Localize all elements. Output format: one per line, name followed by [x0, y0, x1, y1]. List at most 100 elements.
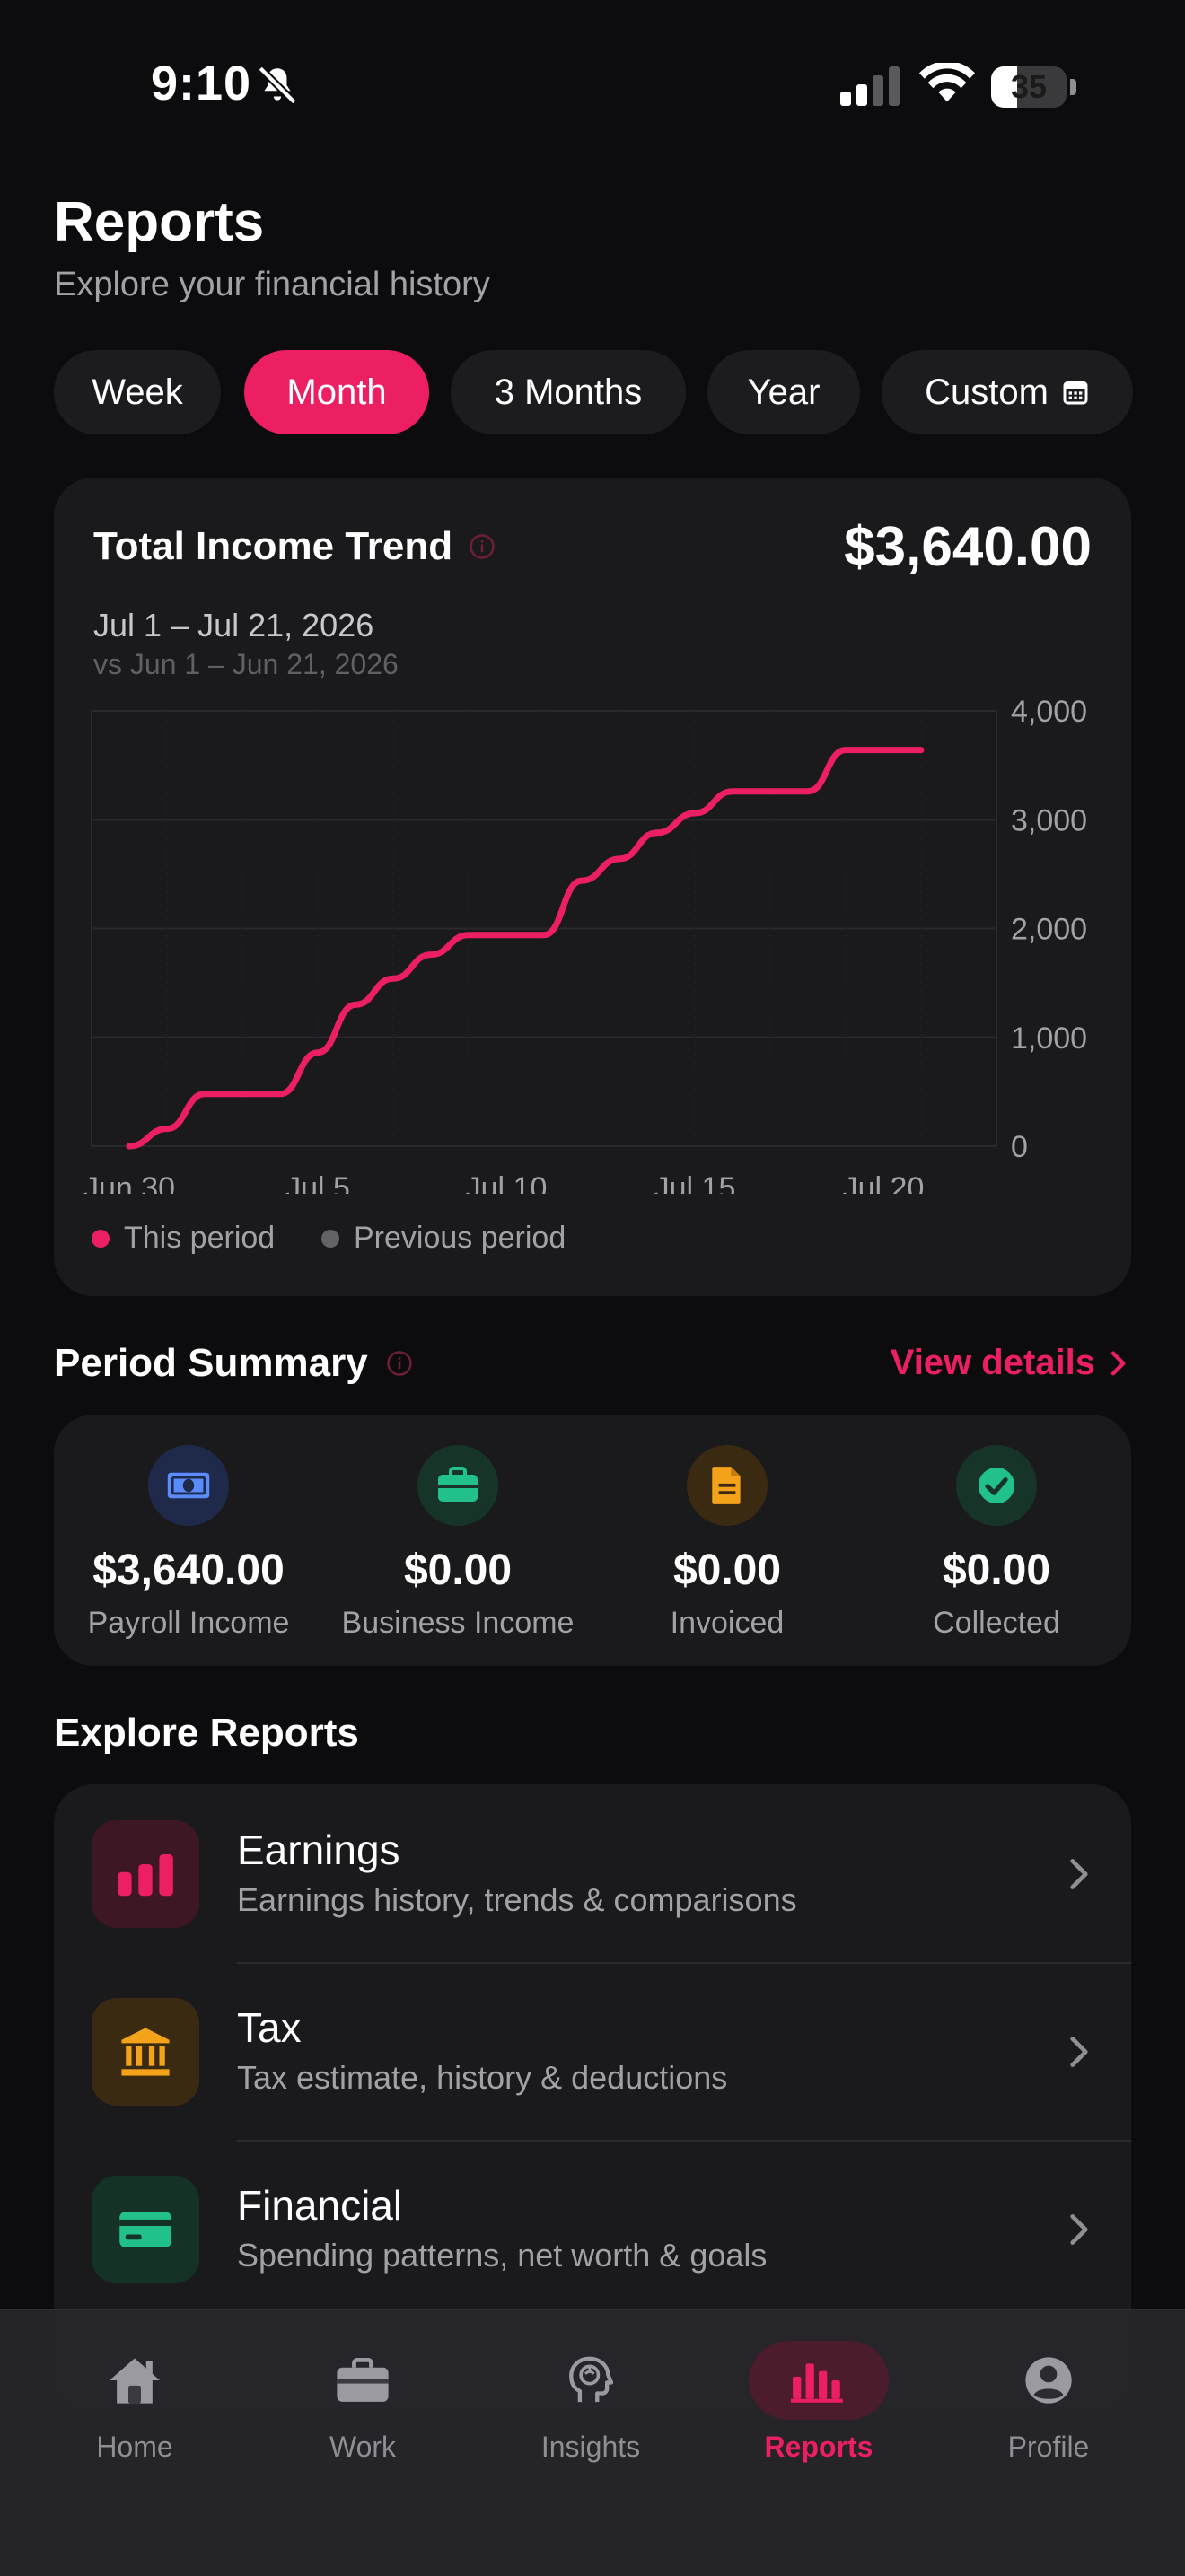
- check-circle-icon: [956, 1445, 1037, 1526]
- summary-label: Invoiced: [670, 1606, 785, 1640]
- page-subtitle: Explore your financial history: [54, 266, 490, 303]
- nav-label: Home: [96, 2431, 173, 2463]
- x-tick-label: Jul 20: [843, 1171, 925, 1194]
- profile-icon: [1025, 2357, 1072, 2404]
- x-tick-label: Jun 30: [83, 1171, 175, 1194]
- x-tick-label: Jul 15: [654, 1171, 736, 1194]
- tab-year[interactable]: Year: [707, 350, 860, 434]
- chevron-right-icon: [1070, 1859, 1088, 1889]
- bank-icon: [92, 1998, 199, 2106]
- summary-label: Business Income: [341, 1606, 575, 1640]
- info-icon[interactable]: [386, 1350, 413, 1377]
- report-description: Earnings history, trends & comparisons: [237, 1881, 797, 1918]
- summary-label: Collected: [933, 1606, 1060, 1640]
- x-tick-label: Jul 10: [466, 1171, 548, 1194]
- period-summary-title: Period Summary: [54, 1341, 413, 1386]
- summary-value: $0.00: [672, 1546, 782, 1594]
- trend-compare-range: vs Jun 1 – Jun 21, 2026: [93, 648, 399, 680]
- trend-title: Total Income Trend: [93, 524, 496, 569]
- report-earnings[interactable]: Earnings Earnings history, trends & comp…: [54, 1786, 1131, 1964]
- y-tick-label: 1,000: [1011, 1021, 1087, 1056]
- period-summary-card: [54, 1415, 1131, 1666]
- view-details-label: View details: [890, 1343, 1095, 1382]
- bottom-navigation: [0, 2309, 1185, 2576]
- nav-label: Work: [329, 2431, 397, 2463]
- card-icon: [92, 2176, 199, 2283]
- nav-profile[interactable]: Profile: [950, 2341, 1147, 2464]
- nav-reports[interactable]: Reports: [720, 2341, 917, 2464]
- summary-payroll-income[interactable]: $3,640.00 Payroll Income: [54, 1445, 323, 1641]
- summary-invoiced[interactable]: $0.00 Invoiced: [592, 1445, 862, 1641]
- battery-level: 35: [1010, 68, 1048, 105]
- y-tick-label: 0: [1011, 1130, 1028, 1164]
- summary-business-income[interactable]: $0.00 Business Income: [323, 1445, 592, 1641]
- summary-value: $0.00: [942, 1546, 1051, 1594]
- series-line-this-period: [126, 747, 925, 1150]
- row-divider: [237, 2140, 1131, 2142]
- info-icon[interactable]: [469, 533, 496, 560]
- nav-label: Insights: [540, 2431, 641, 2463]
- report-title: Earnings: [237, 1827, 400, 1873]
- summary-label: Payroll Income: [87, 1606, 290, 1640]
- chevron-right-icon: [1110, 1351, 1126, 1375]
- tab-label: Month: [286, 372, 387, 412]
- nav-home[interactable]: Home: [36, 2341, 233, 2464]
- y-tick-label: 3,000: [1011, 803, 1087, 837]
- report-financial[interactable]: Financial Spending patterns, net worth &…: [54, 2142, 1131, 2319]
- nav-insights[interactable]: Insights: [492, 2341, 689, 2464]
- page-title: Reports: [54, 191, 265, 253]
- report-title: Financial: [237, 2182, 403, 2229]
- summary-value: $0.00: [403, 1546, 513, 1594]
- summary-value: $3,640.00: [92, 1546, 285, 1594]
- y-tick-label: 2,000: [1011, 913, 1087, 947]
- row-divider: [237, 1962, 1131, 1964]
- tab-week[interactable]: Week: [54, 350, 221, 434]
- bar-chart-icon: [791, 2363, 843, 2403]
- legend-label: This period: [124, 1221, 276, 1255]
- wifi-icon: [919, 63, 975, 102]
- explore-reports-card: [54, 1784, 1131, 2413]
- report-description: Tax estimate, history & deductions: [237, 2059, 728, 2096]
- nav-label: Profile: [1007, 2431, 1090, 2463]
- view-details-link[interactable]: View details: [891, 1343, 1131, 1383]
- chevron-right-icon: [1070, 2214, 1088, 2245]
- battery-indicator: 35: [991, 66, 1077, 108]
- status-time: 9:10: [151, 57, 252, 110]
- home-icon: [110, 2358, 160, 2404]
- income-trend-card: [54, 478, 1131, 1296]
- legend-previous-period: Previous period: [321, 1221, 566, 1256]
- calendar-icon: [1063, 381, 1088, 405]
- tab-3-months[interactable]: 3 Months: [451, 350, 686, 434]
- tab-label: Year: [747, 372, 821, 412]
- tab-label: Week: [92, 372, 183, 412]
- report-description: Spending patterns, net worth & goals: [237, 2237, 768, 2274]
- x-tick-label: Jul 5: [285, 1171, 350, 1194]
- chevron-right-icon: [1070, 2037, 1088, 2067]
- signal-icon: [840, 66, 900, 106]
- explore-reports-title: Explore Reports: [54, 1711, 359, 1755]
- report-title: Tax: [237, 2004, 302, 2051]
- legend-dot: [92, 1229, 110, 1248]
- income-trend-chart: 4,000 3,000 2,000 1,000 0 Jun 30 Jul 5 Jul 10 Ju…: [83, 695, 1087, 1194]
- bar-chart-icon: [92, 1820, 199, 1928]
- section-title-text: Period Summary: [54, 1341, 368, 1385]
- brain-icon: [569, 2356, 614, 2403]
- document-icon: [687, 1445, 768, 1526]
- cash-icon: [148, 1445, 229, 1526]
- nav-work[interactable]: Work: [264, 2341, 461, 2464]
- tab-custom[interactable]: Custom: [882, 350, 1133, 434]
- legend-this-period: This period: [92, 1221, 275, 1256]
- trend-total: $3,640.00: [844, 516, 1092, 578]
- tab-label: 3 Months: [494, 372, 643, 412]
- y-tick-label: 4,000: [1011, 695, 1087, 729]
- tab-label: Custom: [925, 372, 1049, 412]
- summary-collected[interactable]: $0.00 Collected: [862, 1445, 1131, 1641]
- trend-title-text: Total Income Trend: [93, 524, 453, 568]
- legend-label: Previous period: [354, 1221, 566, 1255]
- legend-dot: [321, 1229, 339, 1248]
- briefcase-icon: [417, 1445, 498, 1526]
- bell-muted-icon: [258, 66, 297, 105]
- trend-date-range: Jul 1 – Jul 21, 2026: [93, 607, 374, 644]
- tab-month[interactable]: Month: [244, 350, 429, 434]
- report-tax[interactable]: Tax Tax estimate, history & deductions: [54, 1964, 1131, 2142]
